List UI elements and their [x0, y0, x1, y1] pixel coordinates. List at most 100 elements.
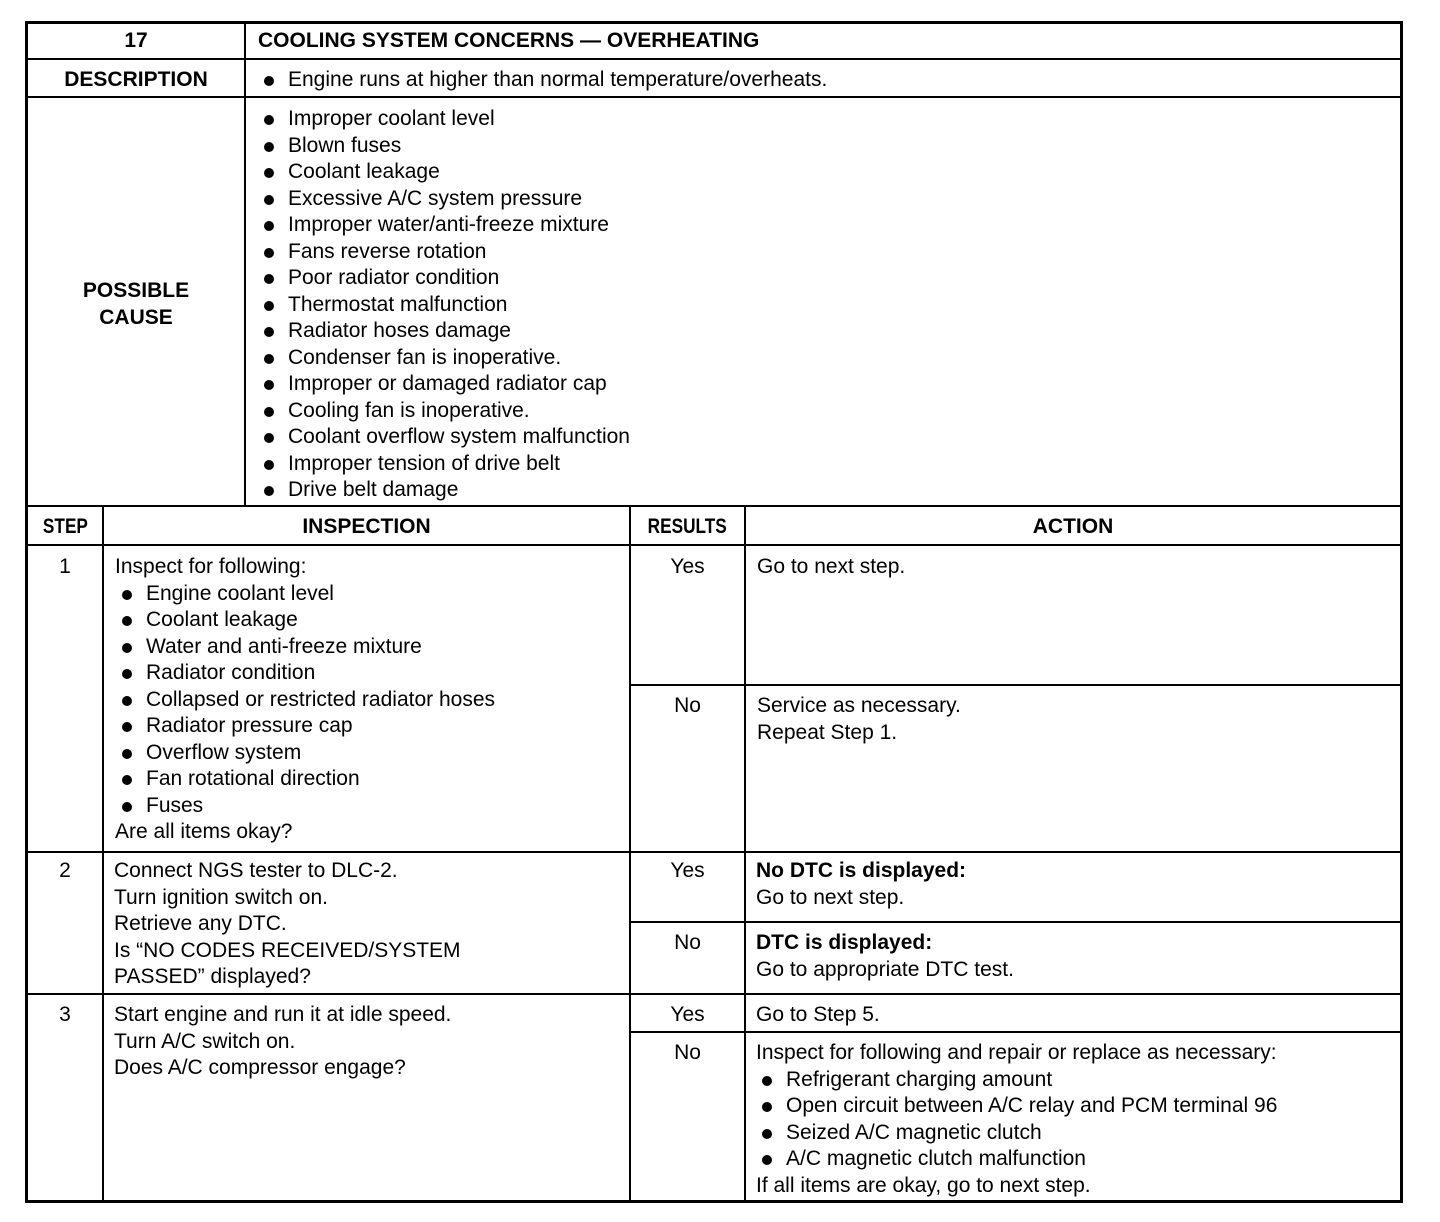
bullet-icon [264, 433, 274, 443]
divider [630, 684, 1400, 686]
section-number: 17 [124, 29, 148, 52]
bullet-icon [264, 194, 274, 205]
inspection-list: Engine coolant level Coolant leakage Water… [120, 581, 495, 820]
step-number: 2 [59, 859, 71, 882]
result-no: No [674, 694, 701, 717]
list-item: Coolant overflow system malfunction [262, 424, 630, 451]
bullet-icon [264, 168, 274, 178]
result-yes: Yes [670, 1003, 705, 1026]
bullet-icon [264, 459, 274, 470]
list-item: Improper tension of drive belt [262, 451, 630, 478]
divider [630, 921, 1400, 923]
action-no: Service as necessary. Repeat Step 1. [757, 693, 961, 746]
description-label: DESCRIPTION [64, 68, 208, 91]
list-item: Water and anti-freeze mixture [120, 634, 495, 661]
list-item: Coolant leakage [120, 607, 495, 634]
step-number: 1 [59, 555, 71, 578]
action-heading: No DTC is displayed: [756, 859, 967, 882]
possible-cause-label-line: POSSIBLE [82, 279, 190, 302]
action-list: Refrigerant charging amount Open circuit … [760, 1067, 1277, 1173]
bullet-icon [264, 141, 274, 152]
list-item: Open circuit between A/C relay and PCM t… [760, 1093, 1277, 1120]
inspection-line: Start engine and run it at idle speed. [114, 1003, 452, 1026]
possible-cause-label-line: CAUSE [99, 305, 173, 329]
column-header-inspection: INSPECTION [302, 515, 431, 538]
list-item: Seized A/C magnetic clutch [760, 1120, 1277, 1147]
bullet-icon [264, 76, 274, 86]
list-item: A/C magnetic clutch malfunction [760, 1146, 1277, 1173]
list-item: Engine coolant level [120, 581, 495, 608]
list-item: Radiator hoses damage [262, 318, 630, 345]
list-item: Fan rotational direction [120, 766, 495, 793]
bullet-icon [762, 1155, 772, 1165]
divider [28, 58, 1400, 60]
section-title: COOLING SYSTEM CONCERNS — OVERHEATING [258, 29, 760, 52]
list-item: Improper coolant level [262, 106, 630, 133]
inspection-line: Turn A/C switch on. [114, 1029, 296, 1053]
list-item: Drive belt damage [262, 477, 630, 504]
divider [28, 851, 1400, 853]
inspection-line: Retrieve any DTC. [114, 912, 287, 935]
bullet-icon [122, 642, 132, 653]
action-no: DTC is displayed: Go to appropriate DTC … [756, 930, 1014, 983]
action-line: Go to appropriate DTC test. [756, 957, 1014, 981]
bullet-icon [264, 247, 274, 258]
list-item: Poor radiator condition [262, 265, 630, 292]
bullet-icon [762, 1102, 772, 1112]
action-line: Repeat Step 1. [757, 720, 898, 744]
divider [28, 96, 1400, 98]
result-yes: Yes [670, 859, 705, 882]
result-yes: Yes [670, 555, 705, 578]
bullet-icon [264, 406, 274, 417]
list-item: Radiator pressure cap [120, 713, 495, 740]
bullet-icon [264, 353, 274, 364]
action-heading: DTC is displayed: [756, 931, 933, 954]
description-item: Engine runs at higher than normal temper… [262, 67, 827, 94]
list-item: Fans reverse rotation [262, 239, 630, 266]
list-item: Condenser fan is inoperative. [262, 345, 630, 372]
list-item: Collapsed or restricted radiator hoses [120, 687, 495, 714]
bullet-icon [264, 274, 274, 284]
divider [629, 506, 631, 1200]
step-1-inspection: Inspect for following: Engine coolant le… [115, 554, 495, 846]
step-number: 3 [59, 1003, 71, 1026]
bullet-icon [264, 380, 274, 390]
bullet-icon [264, 327, 274, 337]
inspection-question: Are all items okay? [115, 820, 293, 843]
bullet-icon [122, 589, 132, 600]
action-line: Go to Step 5. [756, 1003, 880, 1026]
action-no: Inspect for following and repair or repl… [756, 1040, 1277, 1199]
divider [28, 993, 1400, 995]
inspection-line: Turn ignition switch on. [114, 885, 328, 909]
divider [28, 544, 1400, 546]
list-item: Cooling fan is inoperative. [262, 398, 630, 425]
list-item: Blown fuses [262, 133, 630, 160]
bullet-icon [122, 775, 132, 785]
bullet-icon [264, 486, 274, 496]
column-header-results: RESULTS [647, 515, 728, 538]
table-outer-border [25, 21, 1403, 1203]
action-yes: Go to Step 5. [756, 1002, 880, 1029]
list-item: Radiator condition [120, 660, 495, 687]
bullet-icon [122, 616, 132, 626]
list-item: Improper or damaged radiator cap [262, 371, 630, 398]
result-no: No [674, 1041, 701, 1064]
bullet-icon [762, 1128, 772, 1139]
list-item: Fuses [120, 793, 495, 820]
action-yes: No DTC is displayed: Go to next step. [756, 858, 966, 911]
divider [102, 506, 104, 1200]
list-item: Overflow system [120, 740, 495, 767]
bullet-icon [762, 1075, 772, 1086]
divider [630, 1031, 1400, 1033]
bullet-icon [264, 221, 274, 231]
list-item: Excessive A/C system pressure [262, 186, 630, 213]
divider [744, 506, 746, 1200]
inspection-intro: Inspect for following: [115, 555, 307, 578]
list-item: Improper water/anti-freeze mixture [262, 212, 630, 239]
list-item: Refrigerant charging amount [760, 1067, 1277, 1094]
column-header-action: ACTION [1032, 515, 1114, 538]
step-3-inspection: Start engine and run it at idle speed. T… [114, 1002, 451, 1082]
action-line: Service as necessary. [757, 694, 961, 717]
divider [28, 505, 1400, 507]
bullet-icon [264, 300, 274, 311]
